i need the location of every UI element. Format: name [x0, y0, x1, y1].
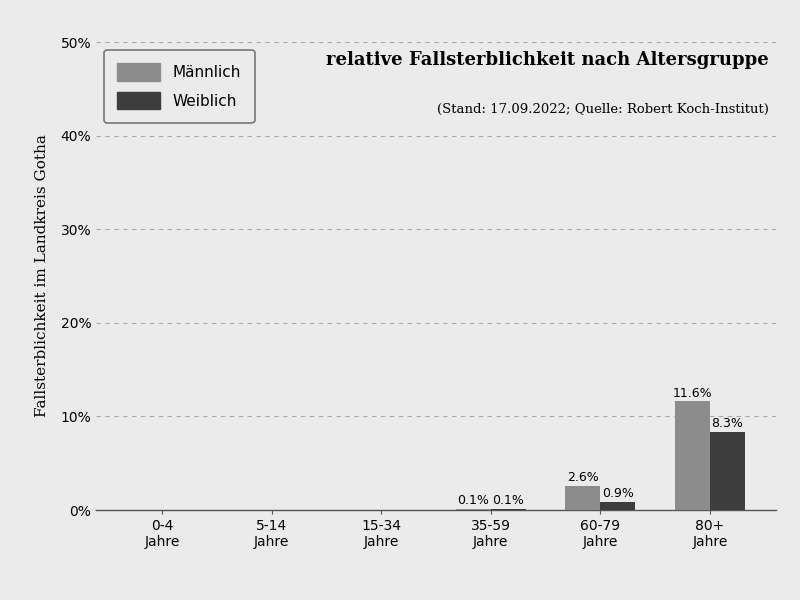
Text: 0.9%: 0.9% [602, 487, 634, 500]
Text: 2.6%: 2.6% [567, 471, 598, 484]
Text: (Stand: 17.09.2022; Quelle: Robert Koch-Institut): (Stand: 17.09.2022; Quelle: Robert Koch-… [438, 103, 770, 116]
Text: relative Fallsterblichkeit nach Altersgruppe: relative Fallsterblichkeit nach Altersgr… [326, 52, 770, 70]
Bar [601, 502, 635, 510]
Bar [566, 485, 601, 510]
Text: 0.1%: 0.1% [493, 494, 524, 507]
Bar [710, 433, 745, 510]
Y-axis label: Fallsterblichkeit im Landkreis Gotha: Fallsterblichkeit im Landkreis Gotha [35, 134, 50, 418]
Text: 8.3%: 8.3% [712, 418, 743, 430]
Legend: Männlich, Weiblich: Männlich, Weiblich [104, 50, 254, 123]
Bar [456, 509, 491, 510]
Bar [491, 509, 526, 510]
Text: 11.6%: 11.6% [673, 386, 712, 400]
Text: 0.1%: 0.1% [458, 494, 490, 507]
Bar [675, 401, 710, 510]
